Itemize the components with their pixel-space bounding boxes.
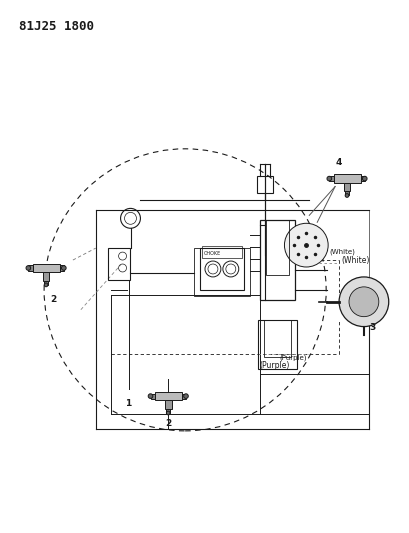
Bar: [258, 320, 297, 369]
Text: (White): (White): [329, 248, 355, 255]
Polygon shape: [155, 392, 182, 400]
Polygon shape: [151, 393, 155, 399]
Circle shape: [345, 193, 349, 197]
Bar: [194, 248, 249, 296]
Bar: [265, 220, 290, 275]
Circle shape: [327, 176, 332, 181]
Circle shape: [339, 277, 389, 327]
Circle shape: [44, 283, 48, 287]
Polygon shape: [43, 272, 49, 281]
Bar: [202, 246, 242, 258]
Text: CHOKE: CHOKE: [204, 251, 221, 256]
Circle shape: [166, 411, 170, 415]
Bar: [260, 220, 295, 300]
Circle shape: [362, 176, 367, 181]
Text: 3: 3: [369, 322, 375, 332]
Circle shape: [61, 265, 66, 270]
Text: (Purple): (Purple): [279, 355, 307, 361]
Bar: [108, 248, 130, 280]
Circle shape: [284, 223, 328, 267]
Text: 2: 2: [50, 295, 56, 304]
Polygon shape: [329, 176, 333, 181]
Polygon shape: [44, 281, 48, 285]
Text: 4: 4: [336, 158, 342, 167]
Circle shape: [26, 265, 31, 270]
Bar: [263, 320, 291, 358]
Circle shape: [184, 394, 188, 399]
Polygon shape: [60, 265, 64, 271]
Polygon shape: [344, 183, 351, 191]
Bar: [256, 175, 272, 193]
Polygon shape: [345, 191, 349, 196]
Polygon shape: [165, 400, 172, 409]
Text: 1: 1: [126, 399, 132, 408]
Text: 2: 2: [165, 419, 171, 428]
Polygon shape: [333, 174, 360, 183]
Circle shape: [349, 287, 379, 317]
Polygon shape: [166, 409, 170, 413]
Polygon shape: [360, 176, 365, 181]
Bar: [96, 211, 369, 429]
Polygon shape: [182, 393, 186, 399]
Bar: [200, 248, 244, 290]
Polygon shape: [28, 265, 33, 271]
Text: (White): (White): [341, 255, 369, 264]
Text: 81J25 1800: 81J25 1800: [19, 20, 94, 33]
Text: (Purple): (Purple): [260, 361, 290, 370]
Polygon shape: [33, 264, 60, 272]
Circle shape: [148, 394, 153, 399]
